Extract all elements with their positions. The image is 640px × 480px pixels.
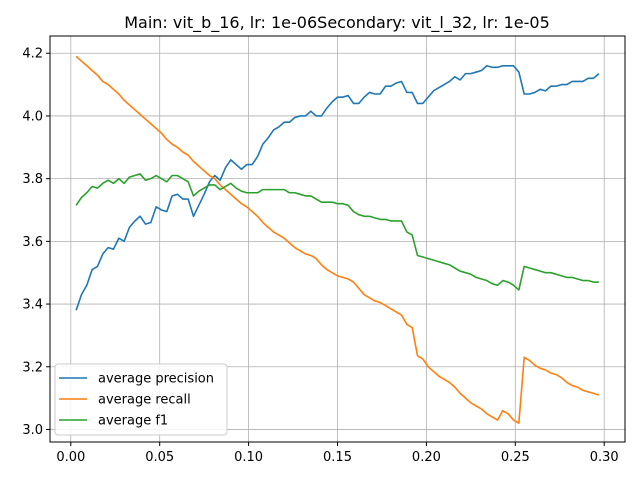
series-line-average-f1: [75, 173, 599, 291]
series-line-average-precision: [75, 64, 600, 311]
x-tick-label: 0.10: [234, 450, 263, 465]
legend-label-average-precision: average precision: [98, 372, 214, 387]
x-tick-label: 0.25: [501, 450, 530, 465]
x-tick-label: 0.00: [56, 450, 85, 465]
x-axis-ticks: 0.00 0.05 0.10 0.15 0.20 0.25 0.30: [56, 442, 619, 465]
legend-label-average-recall: average recall: [98, 393, 191, 408]
y-tick-label: 3.2: [22, 360, 43, 375]
y-tick-label: 3.4: [22, 298, 43, 313]
y-tick-label: 4.0: [22, 109, 43, 124]
y-axis-ticks: 3.0 3.2 3.4 3.6 3.8 4.0 4.2: [22, 47, 50, 438]
y-tick-label: 4.2: [22, 47, 43, 62]
legend-label-average-f1: average f1: [98, 414, 168, 429]
legend-box: [54, 363, 228, 436]
series-line-average-recall: [75, 55, 600, 424]
x-tick-label: 0.30: [590, 450, 619, 465]
chart-title: Main: vit_b_16, lr: 1e-06Secondary: vit_…: [124, 13, 550, 33]
legend: average precision average recall average f…: [54, 363, 228, 436]
x-tick-label: 0.15: [323, 450, 352, 465]
x-tick-label: 0.20: [412, 450, 441, 465]
y-tick-label: 3.0: [22, 423, 43, 438]
series-lines: [75, 55, 600, 424]
y-tick-label: 3.8: [22, 172, 43, 187]
y-tick-label: 3.6: [22, 235, 43, 250]
x-tick-label: 0.05: [145, 450, 174, 465]
